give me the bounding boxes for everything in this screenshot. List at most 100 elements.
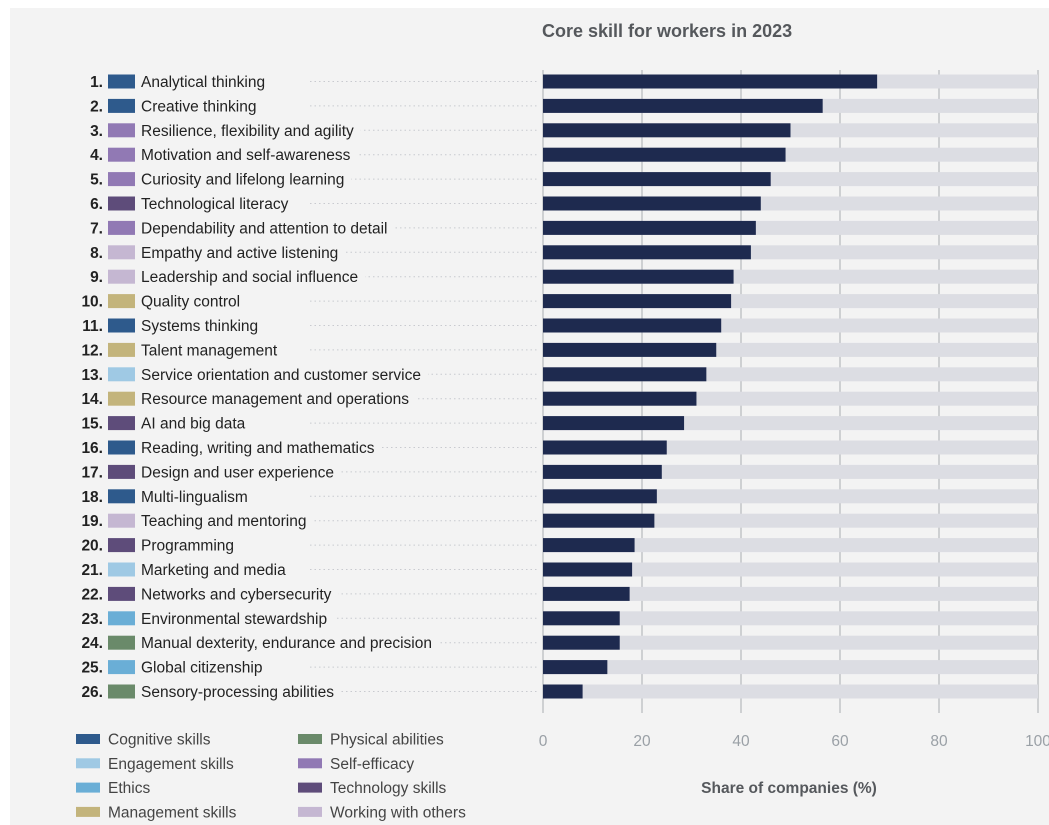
x-tick-label: 0 — [539, 733, 548, 750]
skill-label-group: Design and user experience — [138, 461, 342, 482]
label-mask — [138, 681, 341, 702]
label-mask — [138, 193, 296, 214]
skill-label: Empathy and active listening — [141, 245, 338, 262]
skill-label: Manual dexterity, endurance and precisio… — [141, 635, 432, 652]
bar — [543, 391, 697, 406]
bar — [543, 294, 732, 309]
category-swatch — [108, 635, 135, 650]
bar — [543, 611, 620, 626]
label-mask — [138, 339, 285, 360]
category-swatch — [108, 391, 135, 406]
legend-label: Management skills — [108, 804, 237, 821]
bar — [543, 684, 583, 699]
legend-label: Technology skills — [330, 780, 447, 797]
skill-label-group: Manual dexterity, endurance and precisio… — [138, 632, 439, 653]
skill-rank: 20. — [81, 538, 103, 555]
x-tick-label: 60 — [831, 733, 849, 750]
bar — [543, 440, 667, 455]
bar — [543, 220, 756, 235]
bar — [543, 269, 734, 284]
bar-track — [543, 538, 1038, 553]
bar — [543, 562, 633, 577]
skill-label-group: Curiosity and lifelong learning — [138, 169, 352, 190]
category-swatch — [108, 342, 135, 357]
skill-label-group: Service orientation and customer service — [138, 364, 428, 385]
skill-rank: 19. — [81, 513, 103, 530]
skill-label-group: Creative thinking — [138, 95, 264, 116]
x-axis-label: Share of companies (%) — [701, 780, 877, 797]
category-swatch — [108, 220, 135, 235]
x-tick-label: 20 — [633, 733, 651, 750]
category-swatch — [108, 367, 135, 382]
category-swatch — [108, 513, 135, 528]
label-mask — [138, 120, 361, 141]
legend-swatch — [298, 758, 322, 769]
bar — [543, 367, 707, 382]
bar — [543, 172, 771, 187]
skill-label-group: AI and big data — [138, 413, 253, 434]
bar — [543, 489, 657, 504]
label-mask — [138, 461, 342, 482]
skill-label-group: Resource management and operations — [138, 388, 416, 409]
skill-rank: 23. — [81, 611, 103, 628]
skill-label-group: Systems thinking — [138, 315, 266, 336]
skill-rank: 12. — [81, 342, 103, 359]
skill-rank: 10. — [81, 294, 103, 311]
bar-track — [543, 562, 1038, 577]
legend-swatch — [298, 806, 322, 817]
legend-label: Ethics — [108, 780, 150, 797]
category-swatch — [108, 196, 135, 211]
skill-label-group: Multi-lingualism — [138, 486, 255, 507]
label-mask — [138, 535, 242, 556]
category-swatch — [108, 245, 135, 260]
skill-label: Global citizenship — [141, 660, 262, 677]
category-swatch — [108, 684, 135, 699]
skill-label-group: Dependability and attention to detail — [138, 217, 395, 238]
skill-rank: 9. — [90, 269, 103, 286]
bar-track — [543, 635, 1038, 650]
bar — [543, 538, 635, 553]
legend-swatch — [298, 734, 322, 744]
skill-label: Curiosity and lifelong learning — [141, 172, 344, 189]
x-tick-label: 40 — [732, 733, 750, 750]
legend-label: Engagement skills — [108, 756, 234, 773]
category-swatch — [108, 172, 135, 187]
category-swatch — [108, 98, 135, 113]
bar — [543, 660, 608, 675]
skill-label: Reading, writing and mathematics — [141, 440, 375, 457]
skill-label: Systems thinking — [141, 318, 258, 335]
bar-track — [543, 464, 1038, 479]
skill-label: Programming — [141, 538, 234, 555]
bar-track — [543, 660, 1038, 675]
skill-label: Teaching and mentoring — [141, 513, 306, 530]
label-mask — [138, 169, 352, 190]
category-swatch — [108, 294, 135, 309]
skill-rank: 8. — [90, 245, 103, 262]
skill-label-group: Programming — [138, 535, 242, 556]
label-mask — [138, 217, 395, 238]
category-swatch — [108, 269, 135, 284]
legend-swatch — [76, 734, 100, 744]
label-mask — [138, 583, 339, 604]
label-mask — [138, 413, 253, 434]
label-mask — [138, 632, 439, 653]
skill-label: Technological literacy — [141, 196, 289, 213]
category-swatch — [108, 562, 135, 577]
skill-label: Multi-lingualism — [141, 489, 248, 506]
skill-label: AI and big data — [141, 416, 246, 433]
label-mask — [138, 364, 428, 385]
label-mask — [138, 510, 314, 531]
label-mask — [138, 266, 366, 287]
category-swatch — [108, 123, 135, 138]
x-tick-label: 100 — [1025, 733, 1049, 750]
label-mask — [138, 608, 335, 629]
bar — [543, 586, 630, 601]
bar-track — [543, 611, 1038, 626]
skill-label: Environmental stewardship — [141, 611, 327, 628]
skill-label: Resource management and operations — [141, 391, 409, 408]
skill-rank: 7. — [90, 220, 103, 237]
skill-label-group: Quality control — [138, 291, 248, 312]
category-swatch — [108, 611, 135, 626]
bar — [543, 635, 620, 650]
label-mask — [138, 95, 264, 116]
